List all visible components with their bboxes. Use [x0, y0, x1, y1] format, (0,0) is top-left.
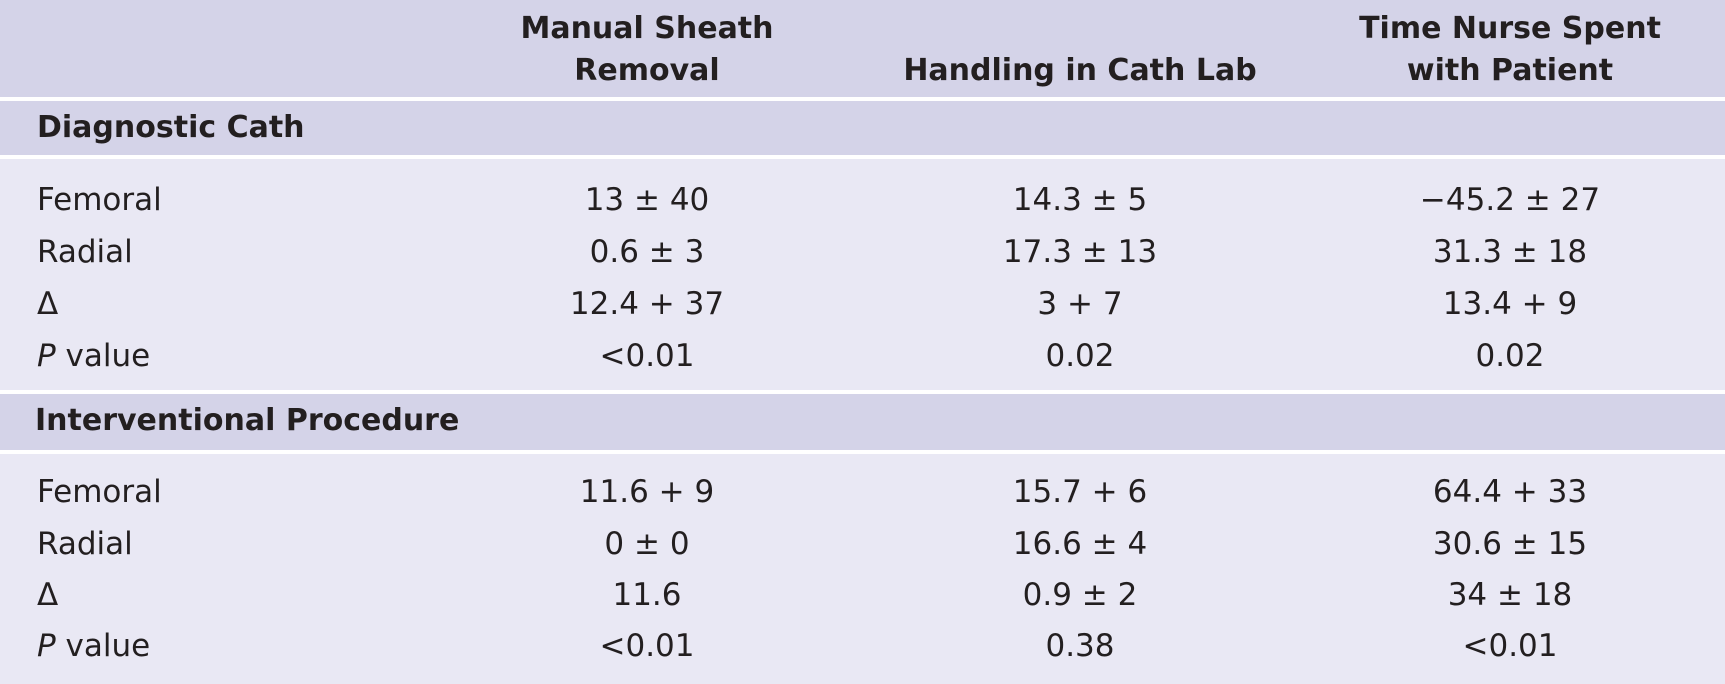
row-label: Δ: [37, 577, 59, 613]
cell-manual-sheath-removal: 0 ± 0: [604, 526, 690, 562]
cell-time-nurse-spent: 34 ± 18: [1447, 577, 1573, 613]
table-row: Radial 0.6 ± 3 17.3 ± 13 31.3 ± 18: [0, 226, 1725, 278]
cell-handling-in-cath-lab: 0.38: [1045, 628, 1115, 664]
row-label: Radial: [37, 526, 133, 562]
row-label: Radial: [37, 234, 133, 270]
cell-time-nurse-spent: 30.6 ± 15: [1432, 526, 1588, 562]
table-header: Manual Sheath Removal Handling in Cath L…: [0, 0, 1725, 97]
divider: [0, 450, 1725, 454]
table-row: P value <0.01 0.02 0.02: [0, 330, 1725, 382]
table-row: Δ 11.6 0.9 ± 2 34 ± 18: [0, 569, 1725, 621]
column-header-time-nurse-spent: Time Nurse Spent with Patient: [1335, 8, 1685, 92]
row-label-rest: value: [55, 628, 151, 664]
row-label: Femoral: [37, 474, 162, 510]
divider: [0, 155, 1725, 159]
cell-handling-in-cath-lab: 3 + 7: [1037, 286, 1123, 322]
cell-handling-in-cath-lab: 14.3 ± 5: [1012, 182, 1148, 218]
row-label: Δ: [37, 286, 59, 322]
row-label: Femoral: [37, 182, 162, 218]
table-row: Femoral 13 ± 40 14.3 ± 5 −45.2 ± 27: [0, 174, 1725, 226]
cell-time-nurse-spent: 31.3 ± 18: [1432, 234, 1588, 270]
divider: [0, 97, 1725, 101]
section-title: Interventional Procedure: [35, 403, 460, 438]
column-header-line: with Patient: [1406, 53, 1614, 88]
cell-manual-sheath-removal: <0.01: [599, 338, 695, 374]
cell-manual-sheath-removal: 11.6: [612, 577, 682, 613]
column-header-line: Handling in Cath Lab: [903, 53, 1257, 88]
column-header-manual-sheath-removal: Manual Sheath Removal: [497, 8, 797, 92]
cell-handling-in-cath-lab: 0.02: [1045, 338, 1115, 374]
row-label-rest: value: [55, 338, 151, 374]
cell-handling-in-cath-lab: 17.3 ± 13: [1002, 234, 1158, 270]
section-title: Diagnostic Cath: [37, 110, 305, 145]
cell-handling-in-cath-lab: 15.7 + 6: [1012, 474, 1148, 510]
column-header-line: Manual Sheath: [520, 11, 774, 46]
row-label-italic: P: [37, 338, 56, 374]
table-row: Radial 0 ± 0 16.6 ± 4 30.6 ± 15: [0, 518, 1725, 570]
cell-manual-sheath-removal: 0.6 ± 3: [589, 234, 705, 270]
divider: [0, 390, 1725, 394]
cell-time-nurse-spent: −45.2 ± 27: [1419, 182, 1601, 218]
column-header-line: Time Nurse Spent: [1359, 11, 1661, 46]
cell-time-nurse-spent: <0.01: [1462, 628, 1558, 664]
row-label-italic: P: [37, 628, 56, 664]
row-label: P value: [37, 330, 150, 382]
row-label: P value: [37, 620, 150, 672]
cell-manual-sheath-removal: 12.4 + 37: [569, 286, 725, 322]
table-row: Δ 12.4 + 37 3 + 7 13.4 + 9: [0, 278, 1725, 330]
cell-handling-in-cath-lab: 16.6 ± 4: [1012, 526, 1148, 562]
section-header-interventional-procedure: Interventional Procedure: [0, 394, 1725, 450]
cell-manual-sheath-removal: <0.01: [599, 628, 695, 664]
cell-handling-in-cath-lab: 0.9 ± 2: [1022, 577, 1138, 613]
cell-time-nurse-spent: 64.4 + 33: [1432, 474, 1588, 510]
column-header-handling-in-cath-lab: Handling in Cath Lab: [880, 8, 1280, 92]
column-header-line: Removal: [574, 53, 720, 88]
cell-time-nurse-spent: 0.02: [1475, 338, 1545, 374]
table-row: Femoral 11.6 + 9 15.7 + 6 64.4 + 33: [0, 466, 1725, 518]
cell-manual-sheath-removal: 13 ± 40: [584, 182, 710, 218]
cell-manual-sheath-removal: 11.6 + 9: [579, 474, 715, 510]
cell-time-nurse-spent: 13.4 + 9: [1442, 286, 1578, 322]
table-row: P value <0.01 0.38 <0.01: [0, 620, 1725, 672]
section-header-diagnostic-cath: Diagnostic Cath: [0, 101, 1725, 155]
